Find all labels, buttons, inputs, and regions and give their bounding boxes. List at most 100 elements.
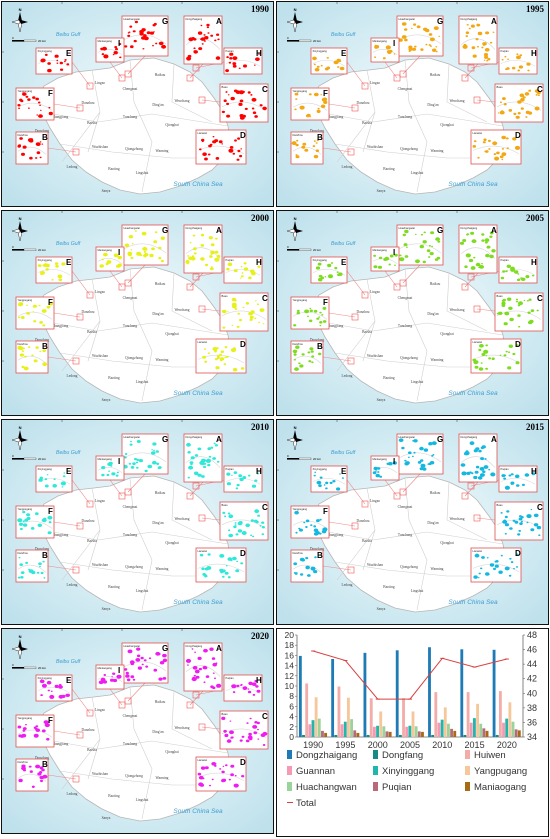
city-label: Danzhou bbox=[357, 519, 370, 523]
bar-Guannan-1990 bbox=[308, 724, 312, 737]
svg-text:N: N bbox=[19, 634, 22, 639]
city-label: Ding'an bbox=[427, 312, 438, 316]
city-label: Qiongzhong bbox=[400, 356, 418, 360]
inset-G: Huachangwan G bbox=[396, 433, 444, 475]
y-right-tick-label: 36 bbox=[527, 717, 537, 727]
svg-text:Lianwan: Lianwan bbox=[198, 340, 208, 344]
city-label: Sanya bbox=[377, 189, 386, 193]
inset-E: Xinyinggang E bbox=[35, 465, 73, 493]
legend-item: Yangpugang bbox=[465, 766, 527, 777]
bar-Yangpugang-2020 bbox=[508, 702, 512, 737]
svg-text:Puqian: Puqian bbox=[501, 258, 510, 262]
bar-Dongzhaigang-2015 bbox=[460, 649, 464, 737]
city-label: Sanya bbox=[377, 398, 386, 402]
svg-text:D: D bbox=[515, 131, 521, 140]
city-label: Haikou bbox=[430, 73, 441, 77]
bar-Dongzhaigang-2005 bbox=[395, 650, 399, 737]
inset-C: Boao C bbox=[494, 292, 544, 332]
svg-text:Huachangwan: Huachangwan bbox=[399, 226, 416, 230]
gulf-label: Beibu Gulf bbox=[56, 32, 81, 38]
sea-label: South China Sea bbox=[448, 181, 498, 188]
svg-text:Huachangwan: Huachangwan bbox=[124, 644, 141, 648]
city-label: Ding'an bbox=[427, 103, 438, 107]
bar-Guannan-1995 bbox=[340, 724, 344, 737]
svg-text:Yangpugang: Yangpugang bbox=[18, 716, 33, 720]
panel-year-label: 1995 bbox=[526, 4, 544, 14]
inset-E: Xinyinggang E bbox=[35, 674, 73, 702]
city-label: Dongfang bbox=[35, 338, 50, 342]
north-arrow-icon: N bbox=[11, 216, 28, 242]
bar-Dongfang-2005 bbox=[398, 734, 402, 737]
north-arrow-icon: N bbox=[11, 634, 28, 660]
bar-Huachangwan-2010 bbox=[447, 723, 450, 737]
svg-text:Yangpugang: Yangpugang bbox=[18, 298, 33, 302]
svg-text:B: B bbox=[42, 133, 48, 142]
svg-text:E: E bbox=[66, 49, 72, 58]
city-label: Changjiang bbox=[52, 533, 69, 537]
svg-text:F: F bbox=[323, 298, 328, 307]
city-label: Wenchang bbox=[449, 517, 464, 521]
city-label: Wenchang bbox=[174, 308, 189, 312]
svg-text:B: B bbox=[42, 760, 48, 769]
city-label: Qionghai bbox=[165, 750, 178, 754]
city-label: Lingao bbox=[370, 81, 380, 85]
svg-text:H: H bbox=[256, 258, 262, 267]
panel-year-label: 2020 bbox=[251, 631, 269, 641]
map-panel-2020: Haikou Lingao Chengmai Danzhou Ding'an Wencha… bbox=[1, 628, 274, 834]
city-label: Wuzhishan bbox=[367, 145, 383, 149]
svg-text:Huachangwan: Huachangwan bbox=[124, 226, 141, 230]
svg-text:E: E bbox=[66, 258, 72, 267]
inset-G: Huachangwan G bbox=[121, 15, 169, 57]
svg-text:I: I bbox=[118, 457, 120, 466]
map-panel-2015: Haikou Lingao Chengmai Danzhou Ding'an Wencha… bbox=[276, 419, 549, 625]
svg-text:Lianwan: Lianwan bbox=[198, 758, 208, 762]
scale-bar: 0 20 km bbox=[12, 663, 47, 670]
bar-Puqian-2000 bbox=[385, 731, 389, 737]
city-label: Baisha bbox=[87, 330, 97, 334]
svg-text:20 km: 20 km bbox=[38, 39, 47, 43]
inset-D: Lianwan D bbox=[470, 129, 522, 165]
city-label: Ledong bbox=[67, 792, 78, 796]
inset-A: Dongzhaigang A bbox=[183, 433, 223, 483]
city-label: Dongfang bbox=[310, 129, 325, 133]
bar-Maniaogang-2000 bbox=[388, 731, 392, 737]
north-arrow-icon: N bbox=[11, 425, 28, 451]
svg-text:Maniaogang: Maniaogang bbox=[98, 666, 113, 670]
city-label: Danzhou bbox=[82, 310, 95, 314]
svg-text:B: B bbox=[317, 551, 323, 560]
city-label: Chengmai bbox=[123, 87, 138, 91]
bar-Xinyinggang-2015 bbox=[472, 718, 476, 737]
inset-B: Danzhou B bbox=[15, 758, 49, 792]
city-label: Ledong bbox=[342, 583, 353, 587]
bar-Dongfang-2015 bbox=[463, 734, 467, 737]
svg-text:Puqian: Puqian bbox=[226, 467, 235, 471]
bar-Dongfang-2020 bbox=[495, 734, 499, 737]
bar-Xinyinggang-2020 bbox=[505, 718, 509, 737]
svg-text:N: N bbox=[294, 7, 297, 12]
inset-I: Maniaogang I bbox=[95, 246, 125, 272]
scale-bar: 0 20 km bbox=[287, 36, 322, 43]
city-label: Wanning bbox=[156, 149, 169, 153]
svg-text:C: C bbox=[262, 294, 268, 303]
panel-year-label: 1990 bbox=[251, 4, 269, 14]
y-left-tick-label: 14 bbox=[285, 661, 295, 671]
svg-text:H: H bbox=[531, 258, 537, 267]
svg-text:A: A bbox=[216, 17, 222, 26]
bar-Dongfang-1995 bbox=[334, 734, 338, 737]
city-label: Changjiang bbox=[52, 115, 69, 119]
city-label: Qiongzhong bbox=[400, 565, 418, 569]
svg-text:Xinyinggang: Xinyinggang bbox=[382, 766, 434, 777]
svg-text:0: 0 bbox=[287, 454, 289, 458]
inset-G: Huachangwan G bbox=[396, 224, 444, 266]
svg-text:Xinyinggang: Xinyinggang bbox=[313, 49, 328, 53]
y-left-tick-label: 6 bbox=[289, 701, 294, 711]
total-line bbox=[312, 650, 508, 700]
svg-text:A: A bbox=[216, 226, 222, 235]
city-label: Haikou bbox=[430, 282, 441, 286]
city-label: Wanning bbox=[431, 358, 444, 362]
x-tick-label: 2010 bbox=[432, 740, 452, 750]
inset-B: Danzhou B bbox=[290, 340, 324, 374]
svg-text:20 km: 20 km bbox=[38, 666, 47, 670]
inset-D: Lianwan D bbox=[195, 756, 247, 792]
